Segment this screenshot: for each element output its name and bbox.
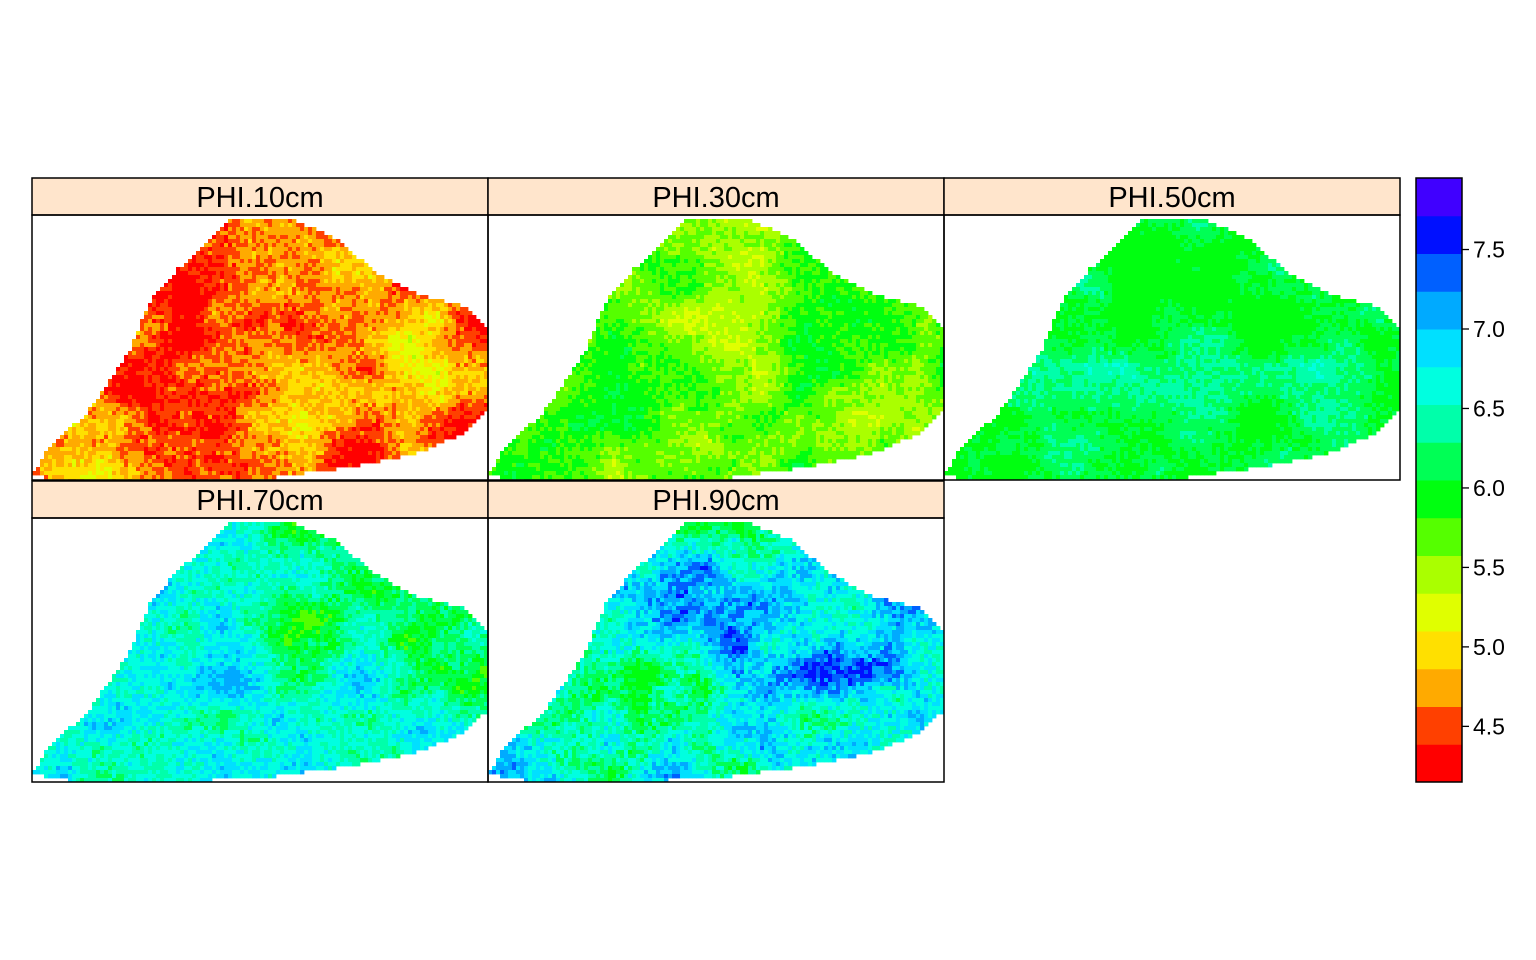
- raster-phi-10cm: [32, 219, 488, 480]
- strip-phi-30cm: [487, 177, 945, 216]
- color-key-band: [1416, 178, 1462, 217]
- color-key-tick-label: 5.5: [1473, 554, 1505, 580]
- panel-phi-30cm: PHI.30cm: [487, 177, 945, 481]
- color-key-band: [1416, 555, 1462, 594]
- strip-label-phi-30cm: PHI.30cm: [652, 182, 779, 214]
- color-key-band: [1416, 517, 1462, 556]
- strip-phi-70cm: [31, 480, 489, 519]
- panel-frame-phi-50cm: [943, 214, 1401, 481]
- panel-frame-phi-90cm: [487, 517, 945, 783]
- color-key-tick-label: 7.5: [1473, 237, 1505, 263]
- panel-phi-50cm: PHI.50cm: [943, 177, 1401, 481]
- color-key-band: [1416, 744, 1462, 783]
- color-key-tick-label: 4.5: [1473, 713, 1505, 739]
- color-key: 4.5 5.0 5.5 6.0 6.5 7.0 7.5: [1415, 177, 1505, 783]
- color-key-band: [1416, 291, 1462, 330]
- raster-phi-50cm: [944, 219, 1400, 480]
- raster-phi-30cm: [488, 219, 944, 480]
- color-key-tick-label: 5.0: [1473, 634, 1505, 660]
- raster-phi-70cm: [32, 522, 488, 782]
- color-key-band: [1416, 480, 1462, 519]
- strip-label-phi-10cm: PHI.10cm: [196, 182, 323, 214]
- panel-phi-90cm: PHI.90cm: [487, 480, 945, 783]
- color-key-tick-label: 6.0: [1473, 475, 1505, 501]
- color-key-band: [1416, 366, 1462, 405]
- color-key-band: [1416, 593, 1462, 632]
- color-key-band: [1416, 668, 1462, 707]
- strip-label-phi-50cm: PHI.50cm: [1108, 182, 1235, 214]
- color-key-frame: [1415, 177, 1463, 783]
- color-key-band: [1416, 442, 1462, 481]
- color-key-band: [1416, 404, 1462, 443]
- color-key-band: [1416, 215, 1462, 254]
- raster-phi-90cm: [488, 522, 944, 782]
- panel-phi-70cm: PHI.70cm: [31, 480, 489, 783]
- color-key-bands: [1416, 178, 1462, 783]
- color-key-tick-label: 7.0: [1473, 316, 1505, 342]
- color-key-band: [1416, 631, 1462, 670]
- strip-label-phi-90cm: PHI.90cm: [652, 485, 779, 517]
- strip-phi-10cm: [31, 177, 489, 216]
- panel-phi-10cm: PHI.10cm: [31, 177, 489, 481]
- strip-label-phi-70cm: PHI.70cm: [196, 485, 323, 517]
- color-key-band: [1416, 706, 1462, 745]
- strip-phi-50cm: [943, 177, 1401, 216]
- color-key-band: [1416, 329, 1462, 368]
- color-key-ticks: 4.5 5.0 5.5 6.0 6.5 7.0 7.5: [1462, 237, 1505, 739]
- color-key-band: [1416, 253, 1462, 292]
- color-key-tick-label: 6.5: [1473, 395, 1505, 421]
- strip-phi-90cm: [487, 480, 945, 519]
